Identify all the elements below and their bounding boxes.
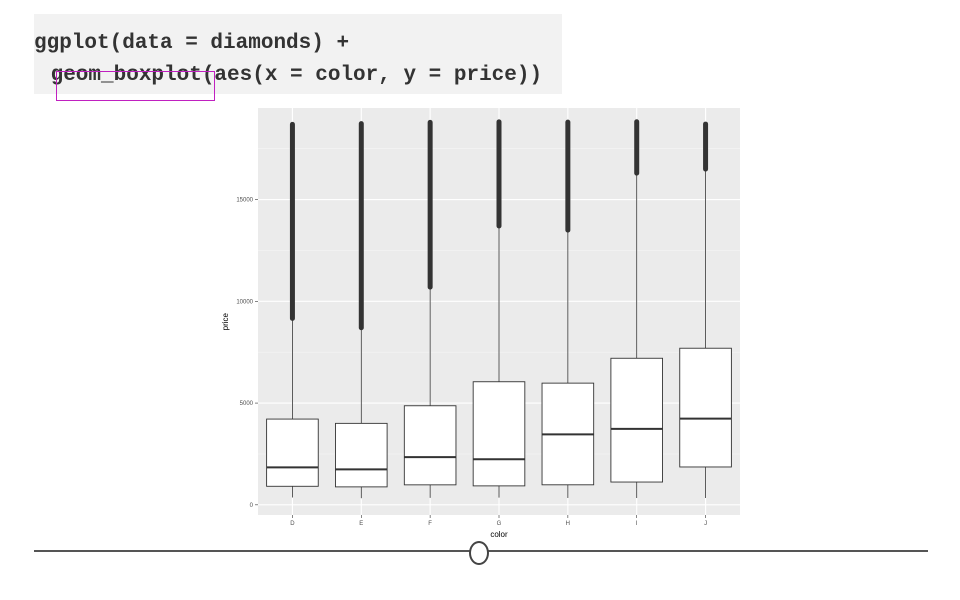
box xyxy=(610,357,663,483)
box xyxy=(335,422,388,488)
y-tick-label: 5000 xyxy=(240,401,254,407)
x-tick-label: F xyxy=(428,521,432,527)
x-axis-title: color xyxy=(490,530,508,539)
x-tick-label: D xyxy=(290,521,295,527)
x-tick-label: G xyxy=(497,521,502,527)
x-tick-label: J xyxy=(704,521,707,527)
code-block: ggplot(data = diamonds) + geom_boxplot(a… xyxy=(34,14,562,101)
y-tick-label: 15000 xyxy=(236,198,253,204)
box xyxy=(472,381,526,487)
code-line-2: geom_boxplot(aes(x = color, y = price)) xyxy=(38,64,543,87)
slider-thumb[interactable] xyxy=(469,541,489,565)
code-line-1: ggplot(data = diamonds) + xyxy=(34,32,350,55)
x-tick-label: I xyxy=(636,521,638,527)
geom-boxplot-highlight xyxy=(56,71,215,101)
y-axis-title: price xyxy=(221,312,230,330)
x-tick-label: H xyxy=(566,521,570,527)
x-tick-label: E xyxy=(359,521,363,527)
y-tick-label: 0 xyxy=(250,503,254,509)
box xyxy=(679,347,732,468)
box xyxy=(266,418,319,487)
y-tick-label: 10000 xyxy=(236,299,253,305)
box xyxy=(403,405,457,486)
